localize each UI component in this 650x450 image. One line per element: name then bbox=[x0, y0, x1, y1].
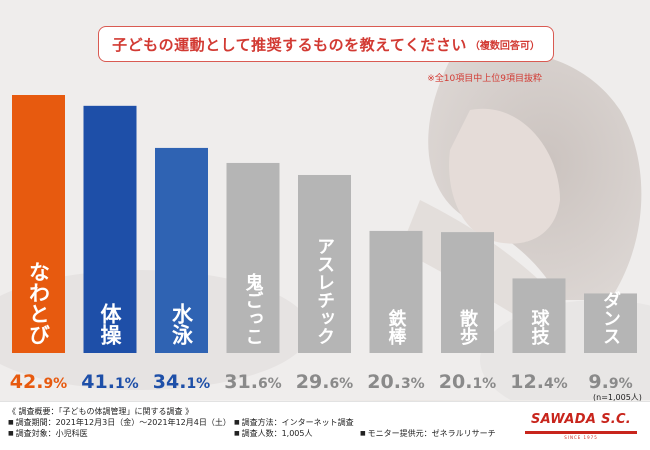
logo-since: SINCE 1975 bbox=[564, 435, 598, 440]
bar-label-5: アスレチック bbox=[314, 237, 335, 345]
value-label-7: 20.1% bbox=[439, 371, 496, 393]
chart-title: 子どもの運動として推奨するものを教えてください bbox=[112, 35, 467, 54]
bar-label-6: 鉄棒 bbox=[386, 308, 407, 346]
value-label-2: 41.1% bbox=[81, 371, 138, 393]
bar-label-9: ダンス bbox=[600, 290, 621, 345]
chart-title-note: （複数回答可） bbox=[469, 40, 540, 52]
bar-label-1: なわとび bbox=[27, 261, 51, 345]
selection-note: ※全10項目中上位9項目抜粋 bbox=[427, 74, 542, 84]
bar-label-7: 散歩 bbox=[457, 308, 478, 346]
survey-period: 調査期間：2021年12月3日（金）〜2021年12月4日（土） bbox=[8, 418, 231, 428]
value-label-4: 31.6% bbox=[224, 371, 281, 393]
bar-chart: なわとび 42.9% 体操 41.1% 水泳 34.1% 鬼ごっこ 31.6% アスレチック 29… bbox=[10, 95, 637, 393]
survey-provider: モニター提供元：ゼネラルリサーチ bbox=[360, 429, 496, 439]
bar-6 bbox=[369, 230, 423, 353]
value-label-1: 42.9% bbox=[10, 371, 67, 393]
survey-overview: 《 調査概要：「子どもの体調管理」に関する調査 》 bbox=[8, 407, 194, 416]
survey-count: 調査人数：1,005人 bbox=[234, 429, 313, 439]
sample-size-note: (n=1,005人) bbox=[593, 393, 642, 402]
bar-8 bbox=[512, 278, 566, 353]
bar-2 bbox=[83, 105, 137, 354]
company-logo: SAWADA S.C. SINCE 1975 bbox=[525, 410, 637, 444]
footer-divider bbox=[0, 401, 650, 402]
value-label-8: 12.4% bbox=[510, 371, 567, 393]
bar-3 bbox=[155, 147, 208, 353]
bar-9 bbox=[584, 293, 637, 353]
bar-label-8: 球技 bbox=[529, 309, 550, 346]
bar-label-4: 鬼ごっこ bbox=[243, 272, 264, 345]
logo-wordmark: SAWADA S.C. bbox=[530, 412, 632, 427]
chart-title-box: 子どもの運動として推奨するものを教えてください （複数回答可） bbox=[98, 26, 554, 62]
value-label-6: 20.3% bbox=[367, 371, 424, 393]
value-label-5: 29.6% bbox=[296, 371, 353, 393]
bar-5 bbox=[298, 174, 351, 353]
value-label-9: 9.9% bbox=[588, 371, 632, 393]
survey-method: 調査方法：インターネット調査 bbox=[234, 418, 354, 428]
logo-band bbox=[525, 431, 637, 434]
bar-7 bbox=[441, 232, 494, 353]
bar-label-2: 体操 bbox=[98, 303, 122, 345]
bar-4 bbox=[226, 162, 280, 353]
value-label-3: 34.1% bbox=[153, 371, 210, 393]
survey-footer: 《 調査概要：「子どもの体調管理」に関する調査 》 調査期間：2021年12月3… bbox=[0, 402, 650, 450]
survey-target: 調査対象：小児科医 bbox=[8, 429, 88, 439]
bar-1 bbox=[12, 95, 65, 353]
bar-label-3: 水泳 bbox=[170, 303, 194, 345]
